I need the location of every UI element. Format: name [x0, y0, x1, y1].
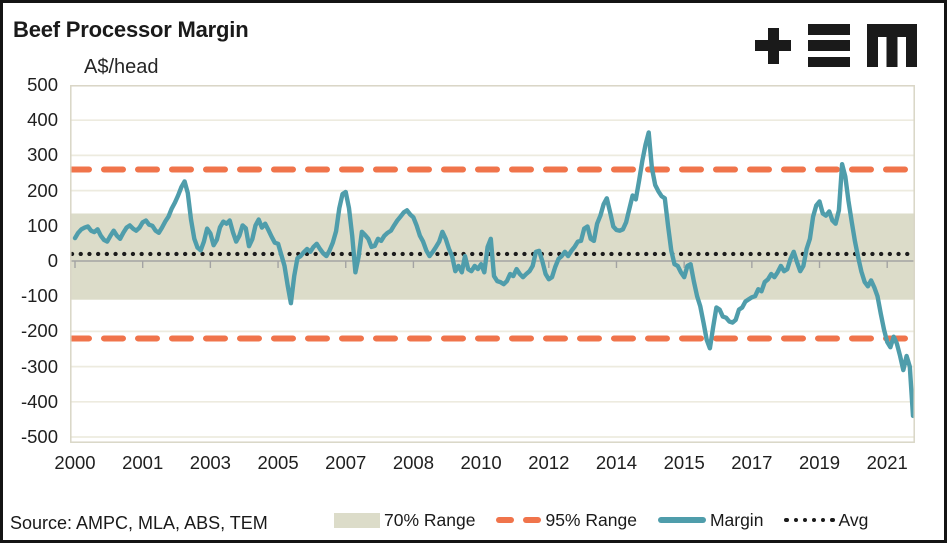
- legend-item-70-range: 70% Range: [334, 510, 475, 531]
- x-tick-label: 2010: [460, 452, 502, 473]
- y-tick-label: 500: [27, 74, 58, 95]
- y-tick-label: -400: [20, 390, 58, 412]
- plot-area: [70, 85, 915, 443]
- y-tick-label: -100: [20, 285, 58, 307]
- y-tick-label: -300: [20, 355, 58, 377]
- x-tick-label: 2014: [595, 452, 638, 473]
- legend: 70% Range 95% Range Margin Avg: [334, 508, 868, 532]
- x-tick-label: 2017: [731, 452, 773, 473]
- tem-logo: [755, 24, 917, 67]
- y-tick-label: -500: [20, 426, 58, 447]
- x-tick-label: 2003: [189, 452, 231, 473]
- legend-label: 70% Range: [384, 509, 476, 530]
- y-tick-label: 300: [27, 144, 58, 166]
- logo-plus-icon: [755, 27, 791, 64]
- dotted-line-swatch-icon: [784, 517, 835, 523]
- legend-label: Margin: [709, 509, 764, 530]
- dashed-line-swatch-icon: [496, 516, 542, 524]
- source-text: Source: AMPC, MLA, ABS, TEM: [10, 513, 268, 533]
- x-tick-label: 2005: [257, 452, 299, 473]
- legend-label: 95% Range: [545, 509, 637, 530]
- legend-item-margin: Margin: [657, 509, 764, 531]
- page-title: Beef Processor Margin: [13, 17, 249, 42]
- x-tick-label: 2000: [54, 452, 96, 473]
- y-tick-label: 200: [27, 179, 58, 201]
- x-tick-label: 2015: [663, 452, 705, 473]
- legend-label: Avg: [838, 509, 869, 530]
- legend-item-avg: Avg: [784, 510, 868, 531]
- legend-item-95-range: 95% Range: [496, 509, 637, 531]
- y-tick-label: 100: [27, 214, 58, 236]
- x-tick-label: 2008: [392, 452, 434, 473]
- solid-line-swatch-icon: [657, 517, 706, 523]
- logo-m-icon: [867, 24, 917, 67]
- x-tick-label: 2001: [122, 452, 164, 473]
- y-tick-label: -200: [20, 320, 58, 342]
- x-tick-label: 2019: [798, 452, 841, 473]
- x-tick-label: 2012: [528, 452, 570, 473]
- plot-frame: [70, 85, 915, 443]
- y-tick-label: 0: [47, 250, 58, 271]
- logo-tribar-icon: [808, 24, 850, 67]
- y-axis-units-label: A$/head: [84, 56, 159, 78]
- margin-series-line: [72, 130, 915, 419]
- x-tick-label: 2007: [325, 452, 367, 473]
- band-swatch-icon: [334, 512, 380, 528]
- x-tick-label: 2021: [866, 452, 908, 473]
- y-tick-label: 400: [27, 109, 58, 131]
